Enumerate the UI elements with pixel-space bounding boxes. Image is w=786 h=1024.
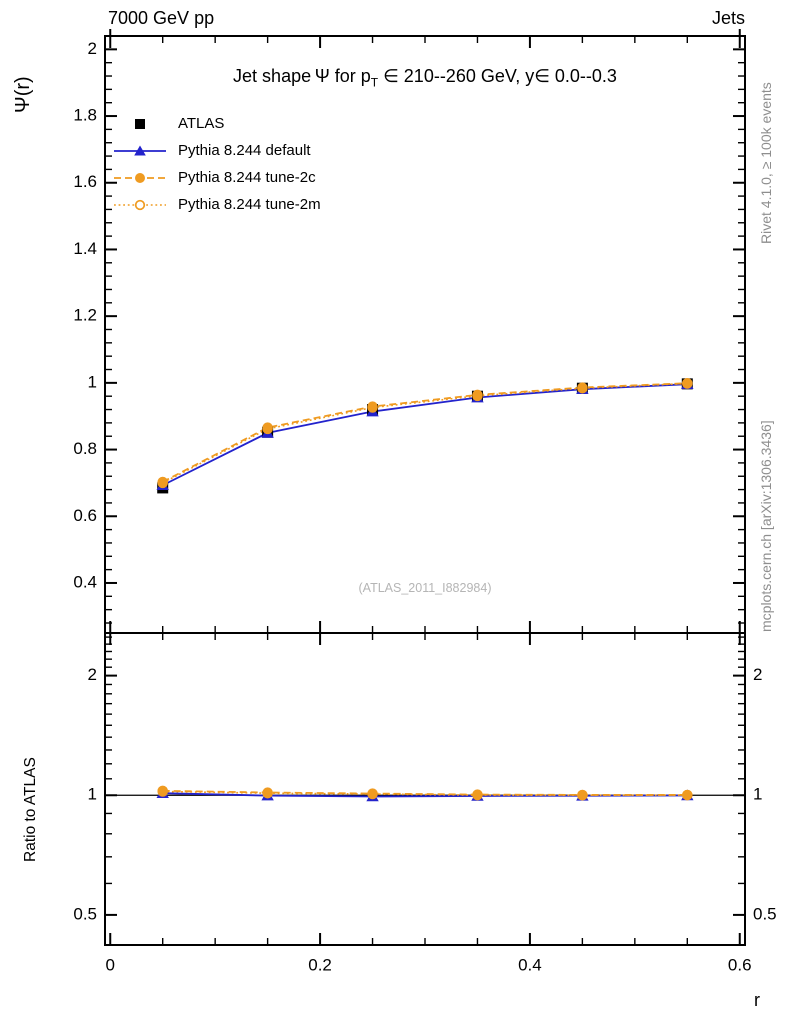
data-point-marker	[262, 787, 273, 799]
plot-title-pre: Jet shape Ψ for p	[233, 66, 371, 86]
ratio-y-tick-label: 0.5	[73, 904, 97, 923]
main-y-axis-label-text: Ψ(r)	[12, 76, 34, 113]
y-tick-label: 0.6	[73, 506, 97, 525]
ratio-y-tick-label: 1	[753, 785, 762, 804]
ratio-y-tick-label: 0.5	[753, 904, 777, 923]
data-point-marker	[577, 790, 588, 801]
y-tick-label: 1.8	[73, 106, 97, 125]
x-tick-label: 0.2	[308, 955, 332, 974]
legend-item: ATLAS	[112, 110, 321, 137]
mcplots-credit-note: mcplots.cern.ch [arXiv:1306.3436]	[758, 420, 774, 632]
y-tick-label: 1.2	[73, 306, 97, 325]
y-tick-label: 2	[88, 39, 97, 58]
legend-swatch-filled-triangle	[114, 145, 166, 155]
series-line	[162, 383, 688, 487]
analysis-group-title: Jets	[711, 8, 745, 28]
data-point-marker	[367, 402, 378, 413]
y-tick-label: 1	[88, 372, 97, 391]
open-circle-icon	[134, 199, 146, 210]
ratio-panel-frame	[104, 632, 746, 946]
ratio-y-axis-label: Ratio to ATLAS	[22, 757, 39, 862]
x-axis-label: r	[754, 990, 760, 1010]
filled-square-icon	[135, 118, 145, 129]
legend-item-label: Pythia 8.244 tune-2c	[178, 169, 316, 186]
legend-item: Pythia 8.244 default	[112, 137, 321, 164]
x-tick-label: 0.6	[728, 955, 752, 974]
series-line	[162, 382, 688, 483]
data-point-marker	[472, 390, 483, 402]
data-point-marker	[157, 786, 168, 797]
data-point-marker	[157, 477, 168, 489]
data-point-marker	[682, 789, 693, 801]
legend-swatch-open-circle	[114, 199, 166, 210]
ratio-y-tick-label: 2	[88, 665, 97, 684]
ratio-y-tick-label: 2	[753, 665, 762, 684]
x-tick-label: 0.4	[518, 955, 542, 974]
legend-item: Pythia 8.244 tune-2m	[112, 191, 321, 218]
legend-item-label: Pythia 8.244 default	[178, 142, 311, 159]
legend-item-label: ATLAS	[178, 115, 225, 132]
filled-circle-icon	[135, 172, 145, 183]
ratio-y-tick-label: 1	[88, 785, 97, 804]
analysis-id-watermark: (ATLAS_2011_I882984)	[358, 581, 492, 595]
main-y-axis-label: Ψ(r)	[12, 76, 35, 113]
series-line	[162, 382, 688, 484]
y-tick-label: 0.8	[73, 439, 97, 458]
legend: ATLAS Pythia 8.244 default Pythia 8.244 tu…	[112, 110, 321, 218]
data-point-marker	[367, 788, 378, 800]
data-point-marker	[577, 382, 588, 394]
plot-title-post: ∈ 210--260 GeV, y∈ 0.0--0.3	[378, 66, 617, 86]
legend-item: Pythia 8.244 tune-2c	[112, 164, 321, 191]
series-line	[162, 790, 688, 797]
rivet-version-note: Rivet 4.1.0, ≥ 100k events	[758, 82, 774, 244]
plot-title: Jet shape Ψ for pT ∈ 210--260 GeV, y∈ 0.…	[105, 66, 745, 90]
data-point-marker	[472, 789, 483, 801]
data-point-marker	[682, 378, 693, 389]
filled-triangle-icon	[134, 145, 146, 155]
y-tick-label: 0.4	[73, 572, 97, 591]
y-tick-label: 1.6	[73, 172, 97, 191]
legend-item-label: Pythia 8.244 tune-2m	[178, 196, 321, 213]
y-tick-label: 1.4	[73, 239, 97, 258]
plot-title-subscript: T	[370, 75, 379, 90]
legend-swatch-filled-circle	[114, 172, 166, 183]
legend-swatch-filled-square	[135, 118, 145, 129]
beam-energy-title: 7000 GeV pp	[108, 8, 215, 28]
x-tick-label: 0	[106, 955, 115, 974]
data-point-marker	[262, 423, 273, 435]
